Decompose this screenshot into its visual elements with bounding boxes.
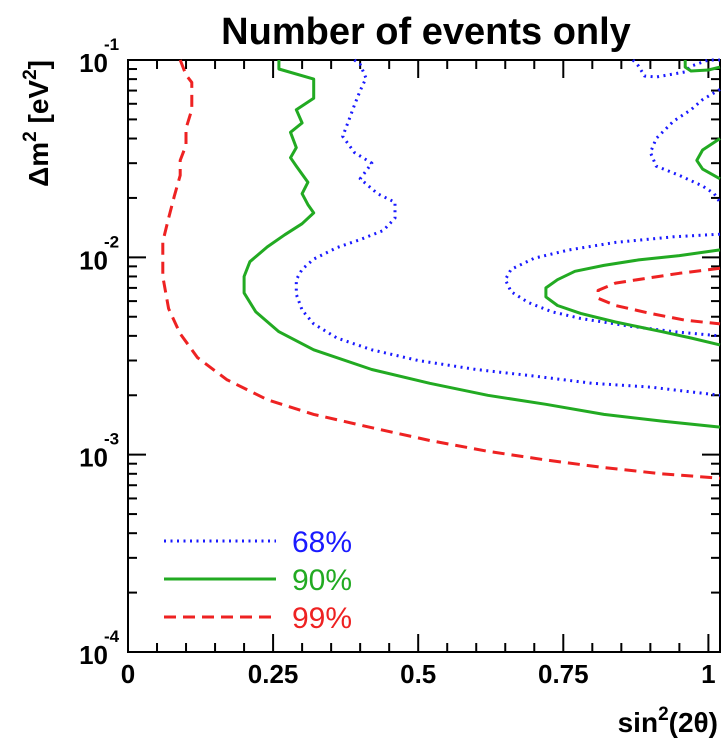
x-axis-label: sin2(2θ)	[618, 704, 718, 738]
contour-68pct	[631, 58, 720, 79]
y-tick-exponent: -2	[104, 232, 119, 251]
legend-label: 68%	[292, 526, 352, 559]
contour-90pct	[242, 60, 721, 429]
y-tick-exponent: -4	[104, 627, 120, 646]
contour-90pct	[544, 248, 721, 347]
x-tick-label: 0.75	[538, 659, 589, 689]
y-tick-exponent: -1	[104, 35, 119, 54]
y-tick-label: 10	[79, 48, 108, 78]
y-tick-label: 10	[79, 245, 108, 275]
contour-99pct	[596, 266, 721, 326]
chart-title: Number of events only	[221, 11, 631, 53]
legend: 68% 90% 99%	[164, 526, 352, 635]
x-tick-label: 0.5	[400, 659, 436, 689]
axis-ticks	[127, 59, 720, 653]
x-tick-labels: 0 0.25 0.5 0.75 1	[121, 659, 716, 689]
legend-label: 99%	[292, 602, 352, 635]
x-tick-label: 0	[121, 659, 135, 689]
y-tick-labels: 10-110-210-310-4	[79, 35, 120, 670]
contour-99pct	[161, 59, 721, 480]
contour-90pct	[695, 137, 721, 181]
contour-68pct	[294, 58, 721, 397]
contour-68pct	[503, 232, 721, 338]
y-tick-exponent: -3	[104, 430, 119, 449]
x-tick-label: 1	[701, 659, 715, 689]
y-axis-label: Δm2 [eV2]	[20, 60, 54, 187]
y-tick-label: 10	[79, 640, 108, 670]
y-tick-label: 10	[79, 443, 108, 473]
x-tick-label: 0.25	[248, 659, 299, 689]
legend-label: 90%	[292, 564, 352, 597]
contour-90pct	[683, 60, 721, 73]
contour-curves	[161, 58, 722, 480]
plot-frame	[127, 59, 721, 653]
